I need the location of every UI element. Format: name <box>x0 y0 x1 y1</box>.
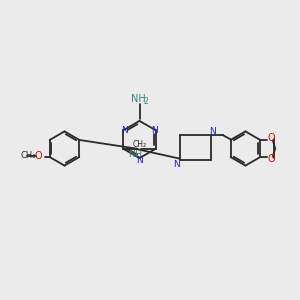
Text: 2: 2 <box>144 97 148 106</box>
Text: O: O <box>267 133 275 143</box>
Text: N: N <box>209 127 216 136</box>
Text: N: N <box>136 156 143 165</box>
Text: NH: NH <box>128 150 142 159</box>
Text: NH: NH <box>130 94 146 104</box>
Text: N: N <box>122 126 128 135</box>
Text: N: N <box>151 126 158 135</box>
Text: O: O <box>267 154 275 164</box>
Text: O: O <box>35 152 42 161</box>
Text: CH₃: CH₃ <box>21 151 36 160</box>
Text: N: N <box>173 160 179 169</box>
Text: CH₂: CH₂ <box>132 140 146 149</box>
